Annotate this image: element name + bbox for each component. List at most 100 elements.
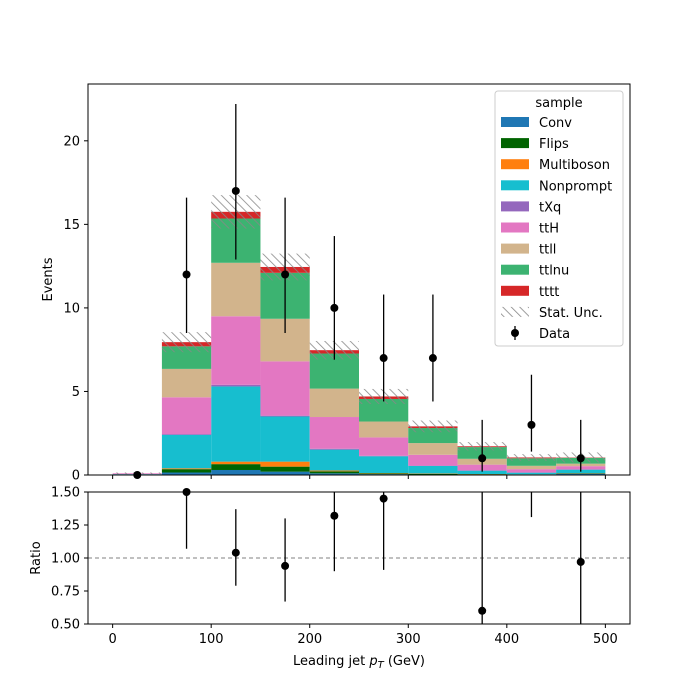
bar-conv-bin-2 (211, 469, 261, 475)
legend-swatch-stat-unc (501, 306, 529, 317)
ratio-xtick-label: 100 (199, 632, 224, 647)
main-ytick-label: 0 (72, 469, 80, 484)
bar-nonprompt-bin-1 (161, 434, 212, 469)
bar-conv-bin-3 (260, 471, 310, 475)
bar-ttll-bin-1 (161, 368, 212, 398)
bar-flips-bin-4 (309, 471, 359, 474)
bar-tth-bin-1 (161, 397, 212, 435)
bar-tth-bin-5 (359, 437, 409, 456)
ratio-xtick-label: 300 (396, 632, 421, 647)
main-plot-frame (87, 83, 631, 476)
bar-tth-bin-6 (408, 454, 458, 466)
bar-tth-bin-2 (211, 316, 261, 385)
main-axes: 0 5 10 15 20 Events (41, 134, 606, 484)
legend-swatch-tth (501, 222, 529, 233)
ratio-xlabel: Leading jet pT (GeV) (293, 654, 425, 671)
legend-label-ttll: ttll (539, 243, 556, 258)
bar-flips-bin-2 (211, 464, 261, 470)
legend-swatch-nonprompt (501, 180, 529, 191)
legend: sample Conv Flips Multiboson Nonprompt tXq ttH… (494, 90, 624, 347)
ratio-ytick-label: 0.50 (51, 618, 80, 633)
ratio-axes: 0.50 0.75 1.00 1.25 1.50 0 100 200 300 400 500 Rati… (29, 486, 618, 672)
bar-conv-bin-9 (556, 473, 606, 475)
ratio-point-3 (330, 511, 339, 520)
data-point-1 (182, 270, 191, 279)
ratio-plot-frame (87, 491, 631, 625)
bar-ttll-bin-6 (408, 443, 458, 455)
data-point-3 (281, 270, 290, 279)
bar-multiboson-bin-4 (309, 470, 359, 472)
ratio-point-2 (281, 561, 290, 570)
bar-nonprompt-bin-6 (408, 465, 458, 474)
bar-txq-bin-4 (309, 448, 359, 450)
bar-tth-bin-3 (260, 361, 310, 416)
ratio-points (182, 488, 585, 624)
legend-label-ttlnu: ttlnu (539, 264, 569, 279)
bar-multiboson-bin-2 (211, 461, 261, 465)
bar-flips-bin-9 (556, 473, 606, 474)
legend-label-multiboson: Multiboson (539, 158, 610, 173)
legend-swatch-multiboson (501, 159, 529, 170)
data-point-5 (379, 354, 388, 363)
main-ytick-label: 5 (72, 385, 80, 400)
main-ytick-label: 10 (63, 301, 80, 316)
ratio-xtick-label: 200 (297, 632, 322, 647)
legend-box (494, 90, 624, 347)
legend-label-conv: Conv (539, 116, 572, 131)
bar-tth-bin-4 (309, 417, 359, 449)
bar-ttlnu-bin-5 (359, 398, 409, 422)
ratio-point-4 (379, 494, 388, 503)
legend-label-nonprompt: Nonprompt (539, 179, 612, 194)
bar-nonprompt-bin-5 (359, 456, 409, 473)
legend-swatch-conv (501, 117, 529, 127)
bar-nonprompt-bin-4 (309, 449, 359, 471)
legend-data-marker (511, 329, 519, 337)
ratio-xtick-label: 500 (593, 632, 618, 647)
bar-multiboson-bin-1 (161, 468, 212, 470)
legend-swatch-txq (501, 201, 529, 212)
bar-ttll-bin-8 (506, 465, 557, 470)
bar-txq-bin-5 (359, 455, 409, 457)
ratio-point-5 (478, 606, 487, 615)
legend-label-tth: ttH (539, 222, 559, 237)
ratio-xtick-label: 0 (108, 632, 116, 647)
bar-ttll-bin-4 (309, 388, 359, 418)
legend-label-data: Data (539, 327, 570, 342)
stat-unc-bin-8 (506, 454, 557, 461)
bar-flips-bin-6 (408, 473, 458, 475)
data-point-6 (428, 354, 437, 363)
stat-unc-bin-1 (161, 332, 212, 353)
legend-swatch-ttll (501, 243, 529, 254)
ratio-ytick-label: 0.75 (51, 585, 80, 600)
ratio-ytick-label: 1.00 (51, 552, 80, 567)
bar-flips-bin-3 (260, 466, 310, 472)
bar-conv-bin-4 (309, 473, 359, 475)
bar-nonprompt-bin-2 (211, 386, 261, 462)
stat-unc-bin-6 (408, 420, 458, 433)
bar-ttll-bin-5 (359, 421, 409, 438)
bar-ttlnu-bin-8 (506, 458, 557, 466)
bar-txq-bin-1 (161, 434, 212, 435)
bar-nonprompt-bin-7 (457, 470, 507, 474)
bar-txq-bin-3 (260, 415, 310, 417)
legend-title: sample (535, 96, 582, 111)
bar-flips-bin-5 (359, 473, 409, 475)
bar-flips-bin-1 (161, 469, 212, 473)
bar-nonprompt-bin-8 (506, 472, 557, 475)
legend-label-tttt: tttt (539, 285, 559, 300)
legend-label-txq: tXq (539, 200, 561, 215)
main-panel: 0 5 10 15 20 Events sample Conv Flips Multiboson… (41, 83, 631, 484)
data-point-7 (478, 454, 487, 463)
ratio-ylabel: Ratio (29, 541, 44, 574)
main-ytick-label: 15 (63, 218, 80, 233)
legend-swatch-flips (501, 138, 529, 149)
bar-nonprompt-bin-3 (260, 416, 310, 462)
ratio-point-1 (231, 548, 240, 557)
legend-swatch-ttlnu (501, 264, 529, 275)
ratio-ytick-label: 1.50 (51, 486, 80, 501)
legend-label-flips: Flips (539, 137, 569, 152)
ratio-ytick-label: 1.25 (51, 519, 80, 534)
bar-conv-bin-1 (161, 472, 212, 475)
bar-multiboson-bin-3 (260, 461, 310, 467)
